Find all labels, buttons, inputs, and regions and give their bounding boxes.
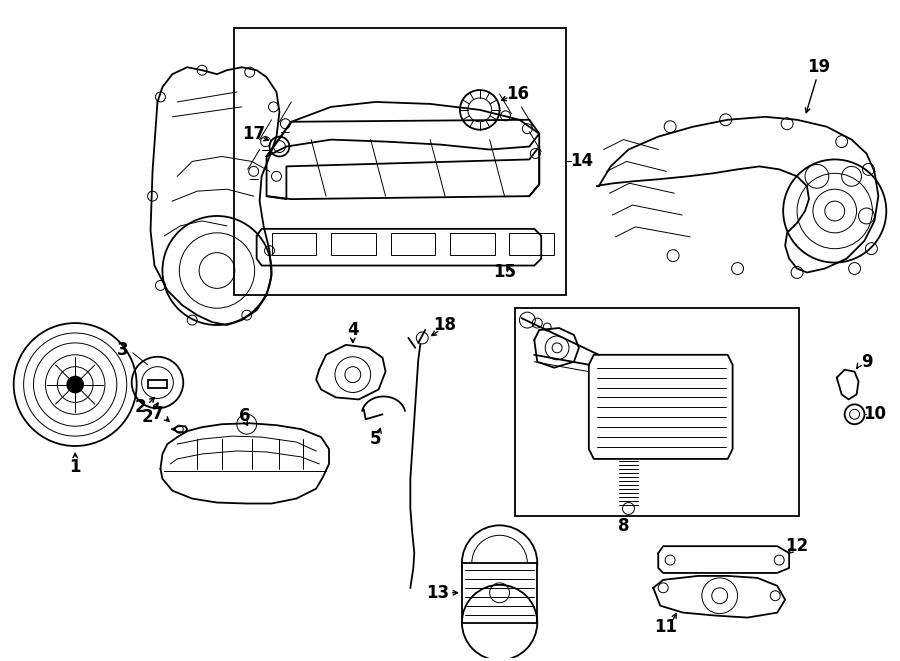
Text: 6: 6 bbox=[239, 407, 250, 425]
Text: 8: 8 bbox=[617, 518, 629, 535]
Text: 18: 18 bbox=[434, 316, 456, 334]
Text: 12: 12 bbox=[786, 537, 808, 555]
Bar bbox=[516, 308, 799, 516]
Bar bbox=[331, 233, 375, 254]
Text: 15: 15 bbox=[493, 264, 516, 282]
Text: 19: 19 bbox=[807, 58, 831, 76]
Text: 4: 4 bbox=[347, 321, 358, 339]
Text: 16: 16 bbox=[506, 85, 529, 103]
Bar bbox=[234, 28, 566, 295]
Text: 13: 13 bbox=[427, 584, 450, 602]
Text: 2: 2 bbox=[135, 399, 147, 416]
Bar bbox=[450, 233, 495, 254]
Bar bbox=[462, 563, 537, 623]
Text: 5: 5 bbox=[370, 430, 382, 448]
Text: 2: 2 bbox=[142, 408, 153, 426]
Text: 10: 10 bbox=[863, 405, 886, 423]
Bar bbox=[509, 233, 554, 254]
Text: 9: 9 bbox=[860, 353, 872, 371]
Text: 14: 14 bbox=[571, 153, 593, 171]
Text: 7: 7 bbox=[152, 405, 163, 423]
Text: 1: 1 bbox=[69, 458, 81, 476]
Circle shape bbox=[68, 377, 83, 393]
Text: 11: 11 bbox=[654, 619, 678, 637]
Bar bbox=[272, 233, 316, 254]
Bar bbox=[391, 233, 435, 254]
Text: 3: 3 bbox=[117, 341, 129, 359]
Text: 17: 17 bbox=[242, 125, 266, 143]
